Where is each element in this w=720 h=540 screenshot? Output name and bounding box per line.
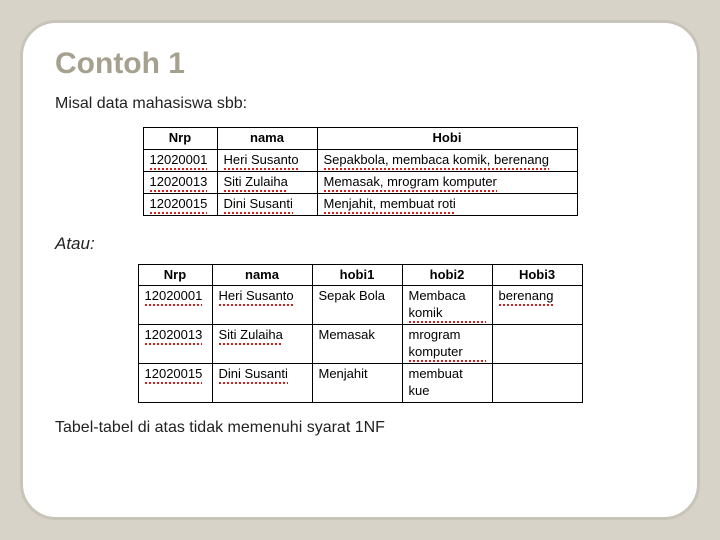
table-row: 12020001Heri SusantoSepakbola, membaca k…	[143, 149, 577, 171]
table-cell: Sepakbola, membaca komik, berenang	[317, 149, 577, 171]
table1-wrap: Nrp nama Hobi 12020001Heri SusantoSepakb…	[55, 127, 665, 216]
table-cell: 12020001	[143, 149, 217, 171]
table-cell: Memasak	[312, 325, 402, 364]
table-cell: Heri Susanto	[217, 149, 317, 171]
table-cell: Dini Susanti	[212, 364, 312, 403]
slide-card: Contoh 1 Misal data mahasiswa sbb: Nrp n…	[20, 20, 700, 520]
table-cell: Siti Zulaiha	[217, 171, 317, 193]
table-cell: berenang	[492, 286, 582, 325]
table-cell: Membaca komik	[402, 286, 492, 325]
t1-body: 12020001Heri SusantoSepakbola, membaca k…	[143, 149, 577, 215]
table-row: 12020013Siti ZulaihaMemasakmrogram kompu…	[138, 325, 582, 364]
table-row: 12020015Dini SusantiMenjahit, membuat ro…	[143, 193, 577, 215]
t2-h3: hobi2	[402, 264, 492, 286]
table-cell: 12020001	[138, 286, 212, 325]
table-cell	[492, 364, 582, 403]
table2-wrap: Nrp nama hobi1 hobi2 Hobi3 12020001Heri …	[55, 264, 665, 403]
t2-h0: Nrp	[138, 264, 212, 286]
slide-title: Contoh 1	[55, 47, 665, 81]
footnote: Tabel-tabel di atas tidak memenuhi syara…	[55, 419, 665, 437]
table-row: 12020001Heri SusantoSepak BolaMembaca ko…	[138, 286, 582, 325]
table-cell: membuat kue	[402, 364, 492, 403]
table-cell: Memasak, mrogram komputer	[317, 171, 577, 193]
atau-label: Atau:	[55, 234, 665, 254]
slide-subtitle: Misal data mahasiswa sbb:	[55, 95, 665, 113]
table-cell: Heri Susanto	[212, 286, 312, 325]
t1-h0: Nrp	[143, 128, 217, 150]
table-cell: Sepak Bola	[312, 286, 402, 325]
t2-h1: nama	[212, 264, 312, 286]
table-cell: Dini Susanti	[217, 193, 317, 215]
t2-h2: hobi1	[312, 264, 402, 286]
table-cell: 12020015	[143, 193, 217, 215]
t1-h1: nama	[217, 128, 317, 150]
table-cell	[492, 325, 582, 364]
table-cell: 12020015	[138, 364, 212, 403]
table-cell: Menjahit	[312, 364, 402, 403]
table-cell: Menjahit, membuat roti	[317, 193, 577, 215]
t1-h2: Hobi	[317, 128, 577, 150]
table-cell: mrogram komputer	[402, 325, 492, 364]
table-row: 12020015Dini SusantiMenjahitmembuat kue	[138, 364, 582, 403]
table-cell: 12020013	[143, 171, 217, 193]
table2: Nrp nama hobi1 hobi2 Hobi3 12020001Heri …	[138, 264, 583, 403]
table-cell: 12020013	[138, 325, 212, 364]
table-row: 12020013Siti ZulaihaMemasak, mrogram kom…	[143, 171, 577, 193]
table1: Nrp nama Hobi 12020001Heri SusantoSepakb…	[143, 127, 578, 216]
t2-body: 12020001Heri SusantoSepak BolaMembaca ko…	[138, 286, 582, 402]
t2-h4: Hobi3	[492, 264, 582, 286]
table-cell: Siti Zulaiha	[212, 325, 312, 364]
